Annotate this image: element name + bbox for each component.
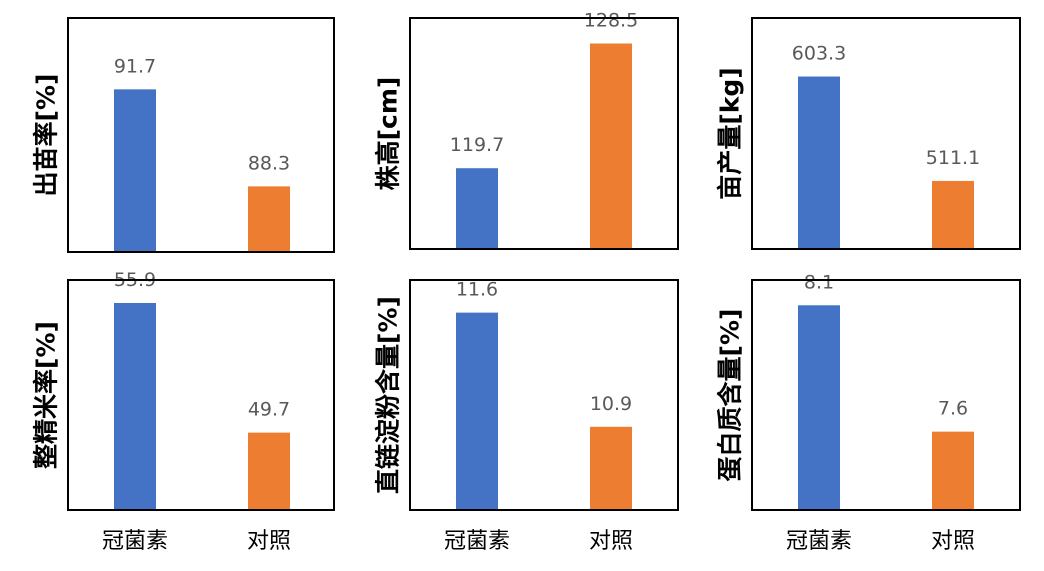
- bar-control: [932, 180, 974, 249]
- data-label: 119.7: [450, 134, 504, 156]
- panel-1: 91.7 88.3 出苗率[%]: [32, 17, 335, 253]
- plot-frame: [67, 17, 335, 253]
- y-axis-label: 亩产量[kg]: [716, 67, 745, 199]
- bar-treatment: [114, 89, 156, 252]
- bar-treatment: [456, 312, 498, 510]
- category-label: 对照: [931, 529, 975, 554]
- data-label: 128.5: [584, 10, 638, 32]
- category-label: 冠菌素: [786, 529, 852, 554]
- data-label: 49.7: [248, 399, 290, 421]
- category-label: 冠菌素: [102, 529, 168, 554]
- plot-frame: [409, 17, 679, 250]
- plot-frame: [67, 279, 335, 511]
- panel-6: 8.1 冠菌素 7.6 对照 蛋白质含量[%]: [716, 271, 1021, 554]
- bar-treatment: [798, 76, 840, 249]
- data-label: 7.6: [938, 398, 968, 420]
- bar-treatment: [798, 305, 840, 510]
- data-label: 11.6: [456, 279, 498, 301]
- bar-treatment: [114, 303, 156, 510]
- bar-control: [248, 432, 290, 510]
- data-label: 91.7: [114, 55, 156, 77]
- data-label: 603.3: [792, 43, 846, 65]
- y-axis-label: 蛋白质含量[%]: [716, 309, 745, 482]
- panel-5: 11.6 冠菌素 10.9 对照 直链淀粉含量[%]: [374, 279, 679, 554]
- plot-frame: [751, 279, 1021, 511]
- y-axis-label: 出苗率[%]: [32, 74, 61, 197]
- bar-control: [248, 186, 290, 252]
- category-label: 冠菌素: [444, 529, 510, 554]
- plot-frame: [751, 17, 1021, 250]
- category-label: 对照: [247, 529, 291, 554]
- data-label: 511.1: [926, 147, 980, 169]
- data-label: 10.9: [590, 393, 632, 415]
- panel-3: 603.3 511.1 亩产量[kg]: [716, 17, 1021, 250]
- category-label: 对照: [589, 529, 633, 554]
- data-label: 88.3: [248, 152, 290, 174]
- panel-2: 119.7 128.5 株高[cm]: [374, 10, 679, 250]
- plot-frame: [409, 279, 679, 511]
- bar-control: [590, 43, 632, 249]
- bar-control: [932, 431, 974, 510]
- y-axis-label: 直链淀粉含量[%]: [374, 296, 403, 494]
- bar-treatment: [456, 168, 498, 249]
- bar-control: [590, 426, 632, 510]
- data-label: 8.1: [804, 271, 834, 293]
- y-axis-label: 整精米率[%]: [32, 321, 61, 469]
- y-axis-label: 株高[cm]: [374, 77, 403, 191]
